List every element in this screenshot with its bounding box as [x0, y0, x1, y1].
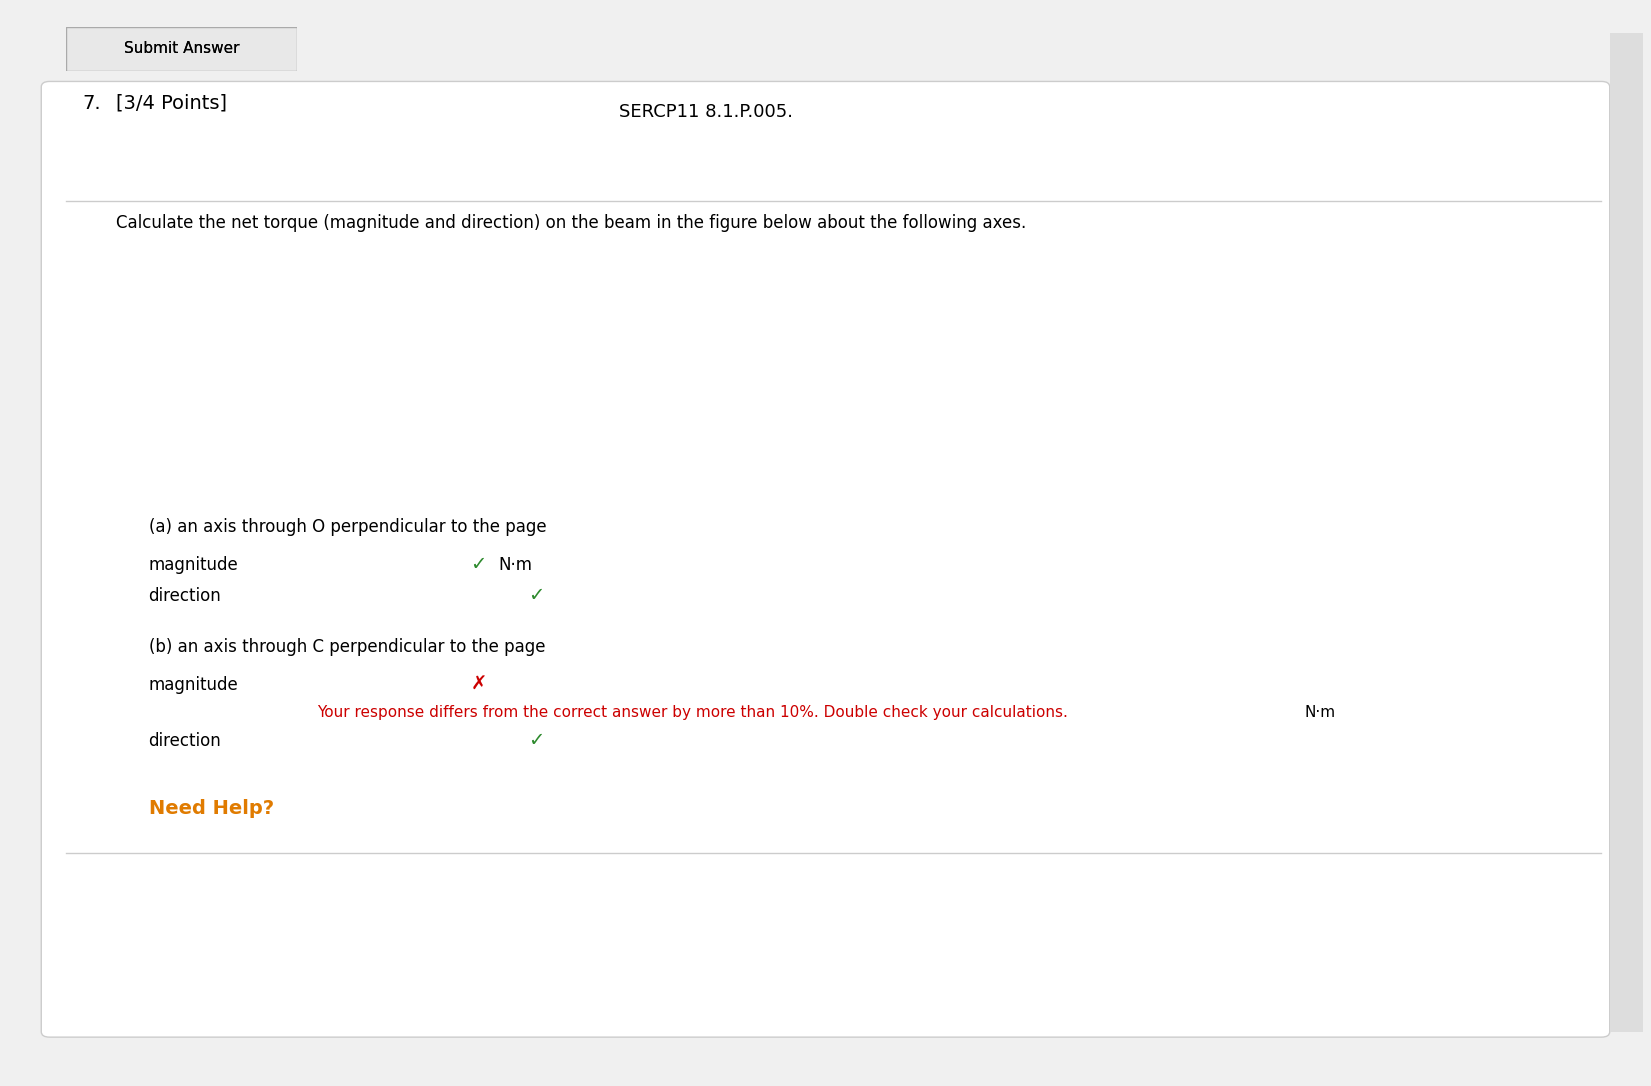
FancyBboxPatch shape — [433, 94, 608, 136]
Text: 49.26: 49.26 — [363, 679, 411, 696]
Text: 30°: 30° — [538, 333, 565, 349]
FancyBboxPatch shape — [66, 27, 297, 71]
Text: 29.62: 29.62 — [363, 559, 411, 577]
Text: DETAILS: DETAILS — [300, 106, 376, 124]
Text: 4.0 m: 4.0 m — [507, 487, 550, 502]
Text: counterclockwise ◇: counterclockwise ◇ — [332, 738, 480, 754]
Text: PREVIOUS ANSWERS: PREVIOUS ANSWERS — [122, 159, 299, 174]
Text: Submit Answer: Submit Answer — [124, 41, 239, 56]
Text: Submit Answer: Submit Answer — [124, 41, 239, 56]
FancyBboxPatch shape — [251, 94, 426, 136]
Text: 2.0 m: 2.0 m — [388, 457, 433, 472]
Text: (b) an axis through C perpendicular to the page: (b) an axis through C perpendicular to t… — [149, 637, 545, 656]
Text: ✓: ✓ — [528, 731, 545, 750]
Text: counterclockwise ◇: counterclockwise ◇ — [332, 592, 480, 607]
FancyBboxPatch shape — [74, 146, 347, 187]
Text: N·m: N·m — [499, 556, 533, 574]
Text: ✓: ✓ — [528, 585, 545, 605]
Text: Your response differs from the correct answer by more than 10%. Double check you: Your response differs from the correct a… — [317, 705, 1068, 720]
FancyBboxPatch shape — [317, 671, 457, 704]
Text: ✓: ✓ — [471, 555, 487, 574]
Text: direction: direction — [149, 586, 221, 605]
Text: 25 N: 25 N — [687, 289, 726, 307]
Text: ⓘ: ⓘ — [900, 476, 913, 496]
Text: MY NOTES: MY NOTES — [472, 106, 568, 124]
Text: Read It: Read It — [353, 805, 421, 822]
Text: 45°: 45° — [210, 416, 236, 430]
FancyBboxPatch shape — [317, 552, 457, 584]
Text: 30 N: 30 N — [127, 507, 167, 526]
FancyBboxPatch shape — [317, 730, 515, 762]
Text: [3/4 Points]: [3/4 Points] — [116, 93, 226, 113]
Text: 7.: 7. — [83, 93, 101, 113]
Text: ASK YOUR TEACHER: ASK YOUR TEACHER — [398, 159, 568, 174]
Text: SERCP11 8.1.P.005.: SERCP11 8.1.P.005. — [619, 103, 792, 122]
FancyBboxPatch shape — [347, 146, 619, 187]
Text: Need Help?: Need Help? — [149, 799, 274, 819]
Text: ✗: ✗ — [471, 674, 487, 694]
FancyBboxPatch shape — [317, 583, 515, 616]
Text: magnitude: magnitude — [149, 556, 238, 574]
Text: N·m: N·m — [1304, 705, 1336, 720]
FancyBboxPatch shape — [292, 428, 764, 439]
Text: (a) an axis through O perpendicular to the page: (a) an axis through O perpendicular to t… — [149, 518, 546, 536]
Text: direction: direction — [149, 732, 221, 750]
Text: O: O — [469, 399, 482, 417]
Text: 20°: 20° — [811, 416, 839, 430]
Text: 10 N: 10 N — [806, 462, 844, 480]
FancyBboxPatch shape — [317, 796, 457, 831]
Text: Calculate the net torque (magnitude and direction) on the beam in the figure bel: Calculate the net torque (magnitude and … — [116, 214, 1025, 232]
Text: magnitude: magnitude — [149, 675, 238, 694]
Text: C: C — [546, 440, 558, 458]
